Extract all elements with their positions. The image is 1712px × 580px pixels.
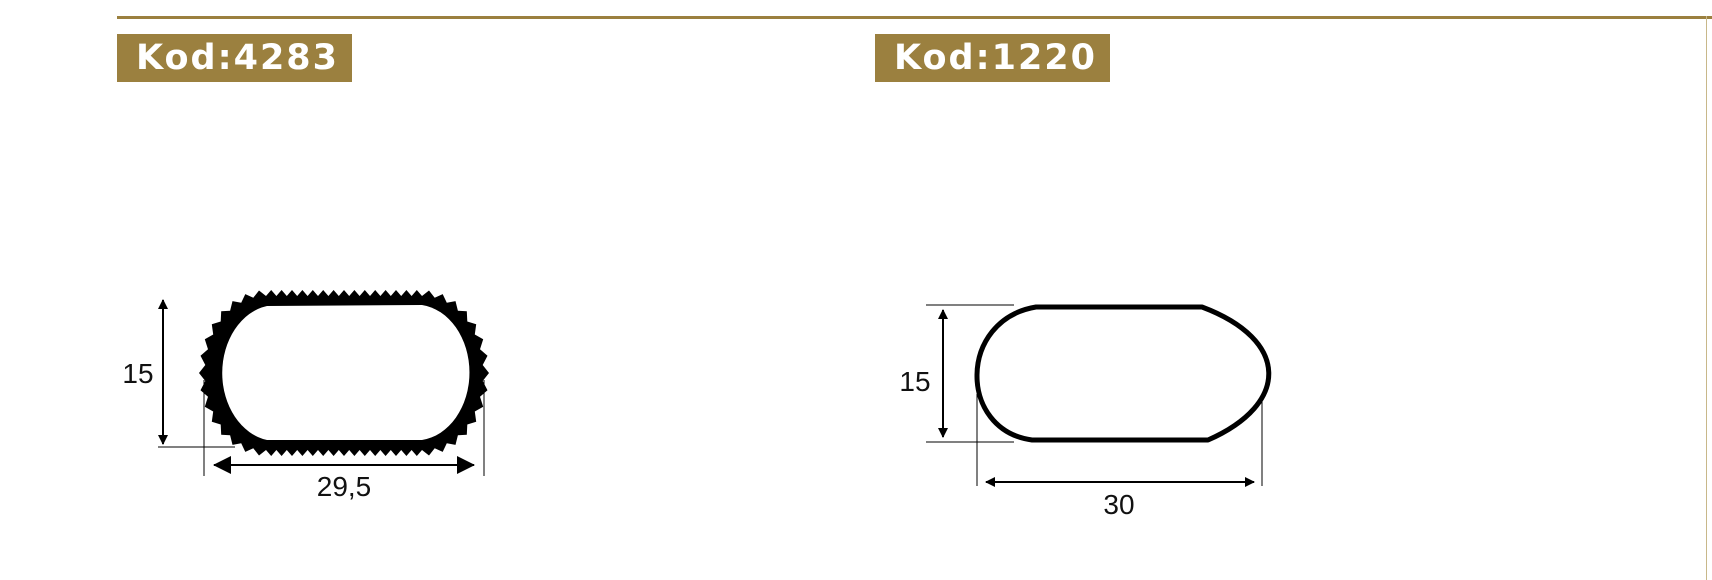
profile-4283: [199, 290, 489, 456]
product-code-label: Kod:4283: [136, 38, 340, 78]
profile-1220: [974, 304, 1272, 443]
width-dimension-label: 30: [1103, 489, 1134, 520]
profile-inner-cavity: [222, 305, 470, 440]
height-dimension-label: 15: [122, 358, 153, 389]
smooth-profile-outline: [974, 304, 1272, 443]
height-dimension-label: 15: [899, 366, 930, 397]
right-edge-line: [1706, 16, 1707, 580]
product-code-badge-4283: Kod:4283: [117, 34, 352, 82]
dimension-height-4283: 15: [122, 299, 235, 448]
width-dimension-label: 29,5: [317, 471, 372, 502]
dimension-width-1220: 30: [976, 394, 1263, 520]
top-rule: [117, 16, 1712, 19]
product-code-label: Kod:1220: [894, 38, 1098, 78]
product-code-badge-1220: Kod:1220: [875, 34, 1110, 82]
dimension-width-4283: 29,5: [203, 380, 485, 502]
dimension-height-1220: 15: [899, 304, 1014, 443]
